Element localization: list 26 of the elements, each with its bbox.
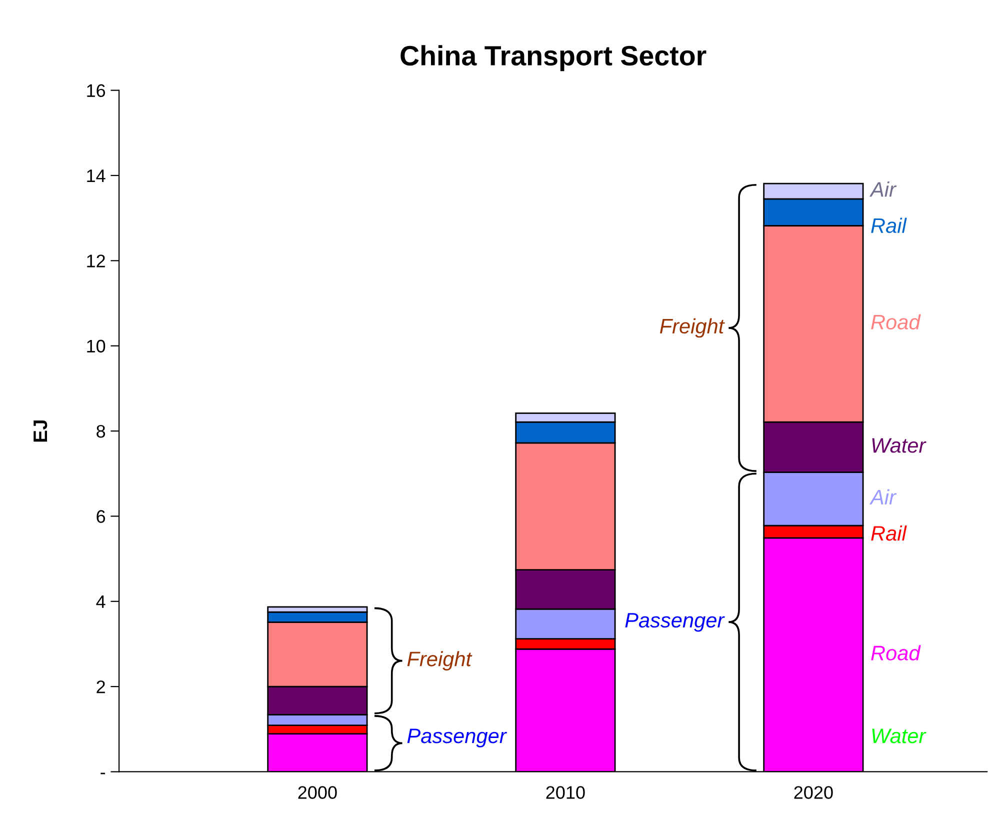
annotation: Passenger [407, 728, 508, 748]
series-label: Road [871, 314, 921, 330]
y-tick-label: 6 [96, 510, 106, 523]
y-tick-label: 4 [96, 596, 106, 608]
series-label: Rail [871, 218, 907, 234]
series-label: Road [871, 645, 921, 660]
annotation: Passenger [625, 613, 725, 632]
y-tick-label: 14 [87, 170, 106, 182]
series-label: Air [869, 489, 897, 504]
series-label: Water [872, 438, 926, 453]
x-tick-label: 2020 [794, 786, 833, 799]
y-tick-label: 2 [96, 680, 105, 694]
y-tick-label: 8 [96, 424, 106, 438]
y-tick-label: 10 [87, 340, 106, 353]
y-axis-title: EJ [34, 420, 48, 442]
annotation: Freight [407, 651, 472, 671]
series-label: Air [869, 182, 897, 197]
y-tick-label: 16 [87, 84, 106, 98]
y-tick-label: - [100, 772, 106, 774]
y-tick-label: 12 [87, 254, 105, 268]
legend-label: Water [872, 728, 926, 744]
chart-title: China Transport Sector [400, 45, 706, 72]
x-tick-label: 2010 [546, 786, 585, 799]
x-tick-label: 2000 [298, 786, 337, 799]
series-label: Rail [871, 525, 907, 541]
annotation: Freight [660, 318, 725, 338]
